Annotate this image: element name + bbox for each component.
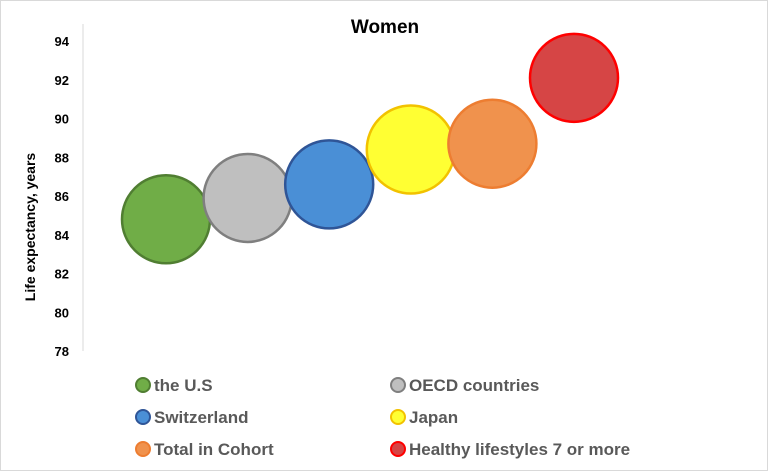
y-tick-label: 88	[55, 150, 69, 165]
bubble-3	[365, 104, 457, 195]
y-axis-label: Life expectancy, years	[22, 153, 38, 302]
bubble-2	[283, 139, 375, 230]
bubble-0	[120, 174, 212, 265]
y-tick-label: 84	[55, 228, 70, 243]
legend-label-0: the U.S	[154, 376, 213, 395]
legend-marker-2	[135, 409, 151, 425]
y-tick-label: 92	[55, 73, 69, 88]
y-tick-label: 94	[55, 34, 70, 49]
y-tick-label: 86	[55, 189, 69, 204]
legend-label-5: Healthy lifestyles 7 or more	[409, 440, 630, 459]
legend-marker-1	[390, 377, 406, 393]
y-tick-label: 82	[55, 267, 69, 282]
legend-marker-4	[135, 441, 151, 457]
legend-label-2: Switzerland	[154, 408, 248, 427]
legend-label-3: Japan	[409, 408, 458, 427]
bubble-5	[528, 32, 620, 124]
legend-label-4: Total in Cohort	[154, 440, 274, 459]
legend-label-1: OECD countries	[409, 376, 539, 395]
chart-title: Women	[351, 17, 419, 38]
y-tick-label: 80	[55, 305, 69, 320]
bubble-1	[202, 152, 293, 244]
bubble-4	[447, 98, 538, 189]
legend-marker-3	[390, 409, 406, 425]
legend-marker-0	[135, 377, 151, 393]
legend-marker-5	[390, 441, 406, 457]
y-tick-label: 78	[55, 344, 69, 359]
y-tick-label: 90	[55, 112, 69, 127]
